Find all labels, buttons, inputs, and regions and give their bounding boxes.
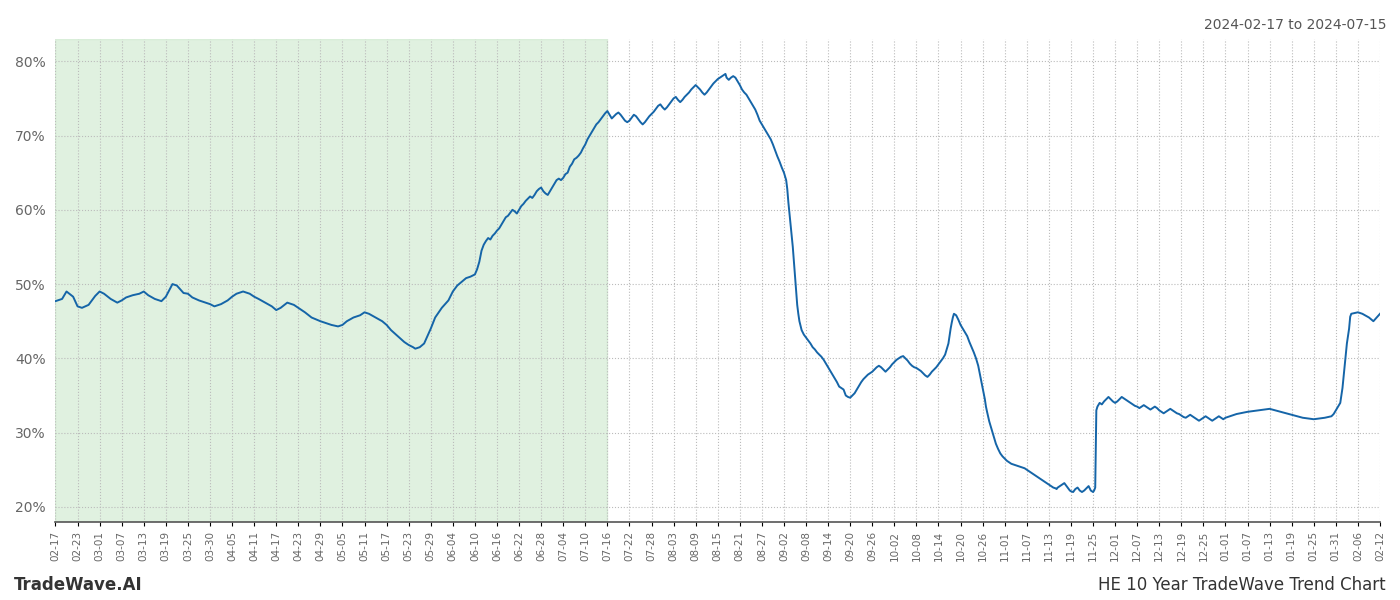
Text: 2024-02-17 to 2024-07-15: 2024-02-17 to 2024-07-15 xyxy=(1204,18,1386,32)
Text: HE 10 Year TradeWave Trend Chart: HE 10 Year TradeWave Trend Chart xyxy=(1099,576,1386,594)
Bar xyxy=(56,39,608,522)
Text: TradeWave.AI: TradeWave.AI xyxy=(14,576,143,594)
